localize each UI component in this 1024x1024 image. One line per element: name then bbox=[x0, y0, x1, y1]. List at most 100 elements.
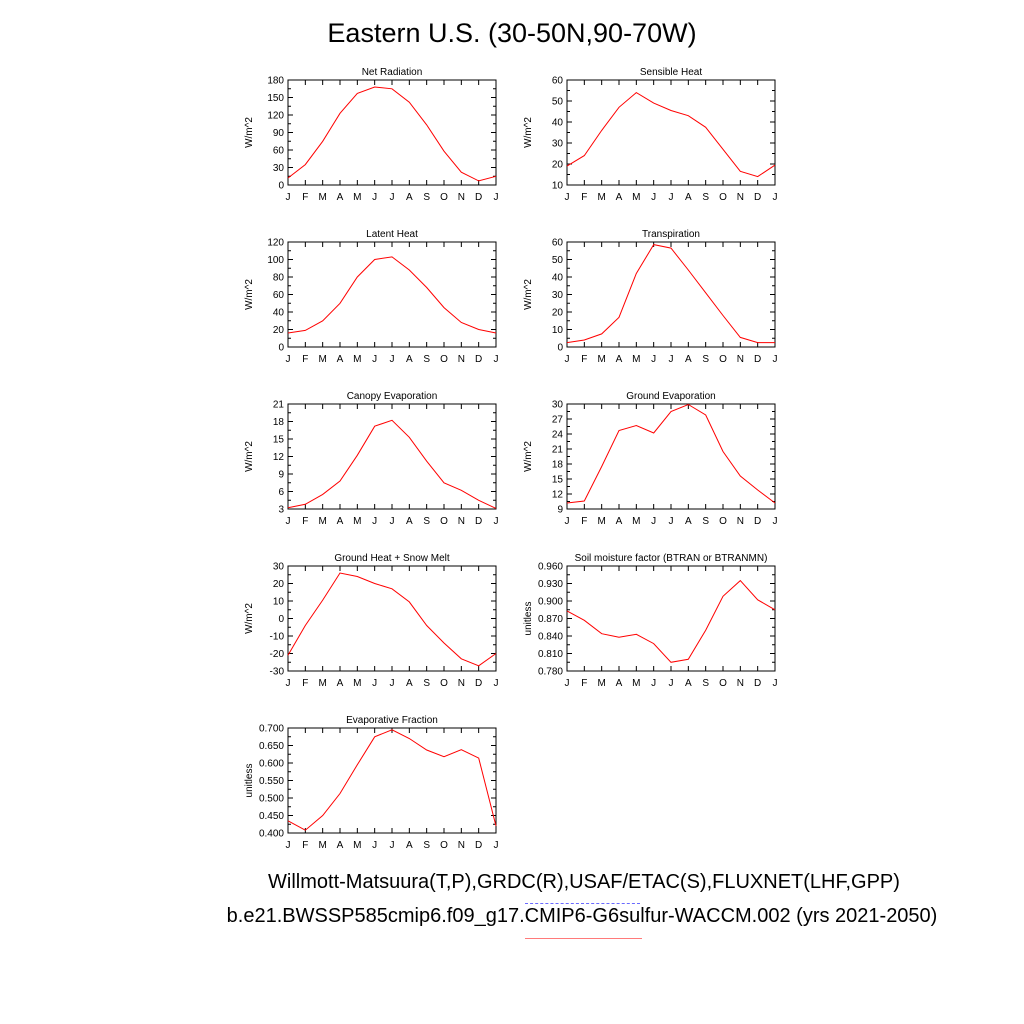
y-axis-label: W/m^2 bbox=[244, 117, 255, 148]
y-tick-label: 60 bbox=[273, 146, 285, 157]
x-tick-label: J bbox=[565, 354, 570, 365]
y-tick-label: 0.840 bbox=[538, 632, 563, 643]
y-tick-label: 0.600 bbox=[259, 759, 284, 770]
y-tick-label: 6 bbox=[278, 487, 284, 498]
page-title: Eastern U.S. (30-50N,90-70W) bbox=[327, 18, 697, 48]
x-tick-label: S bbox=[702, 516, 709, 527]
x-tick-label: S bbox=[423, 678, 430, 689]
chart-title: Evaporative Fraction bbox=[346, 715, 438, 726]
y-tick-label: 0.400 bbox=[259, 829, 284, 840]
x-tick-label: A bbox=[337, 192, 344, 203]
x-tick-label: J bbox=[494, 192, 499, 203]
y-tick-label: 0.650 bbox=[259, 741, 284, 752]
x-tick-label: J bbox=[372, 678, 377, 689]
y-tick-label: 30 bbox=[273, 562, 285, 573]
x-tick-label: J bbox=[773, 516, 778, 527]
x-tick-label: M bbox=[597, 678, 605, 689]
x-tick-label: J bbox=[565, 516, 570, 527]
x-tick-label: M bbox=[597, 192, 605, 203]
x-tick-label: J bbox=[286, 354, 291, 365]
y-tick-label: 21 bbox=[273, 400, 285, 411]
x-tick-label: J bbox=[565, 678, 570, 689]
x-tick-label: M bbox=[353, 354, 361, 365]
x-tick-label: S bbox=[702, 354, 709, 365]
footer-observations: Willmott-Matsuura(T,P),GRDC(R),USAF/ETAC… bbox=[268, 871, 900, 893]
x-tick-label: A bbox=[406, 678, 413, 689]
x-tick-label: F bbox=[581, 192, 587, 203]
x-tick-label: A bbox=[616, 354, 623, 365]
y-tick-label: 150 bbox=[267, 93, 284, 104]
y-axis-label: W/m^2 bbox=[523, 441, 534, 472]
x-tick-label: D bbox=[475, 354, 482, 365]
x-tick-label: M bbox=[632, 354, 640, 365]
y-tick-label: 0.900 bbox=[538, 597, 563, 608]
x-tick-label: M bbox=[353, 840, 361, 851]
x-tick-label: O bbox=[440, 840, 448, 851]
y-tick-label: -20 bbox=[270, 649, 285, 660]
x-tick-label: D bbox=[754, 192, 761, 203]
x-tick-label: F bbox=[302, 840, 308, 851]
x-tick-label: M bbox=[597, 516, 605, 527]
y-tick-label: 0.930 bbox=[538, 579, 563, 590]
x-tick-label: M bbox=[318, 516, 326, 527]
x-tick-label: J bbox=[372, 192, 377, 203]
y-tick-label: 60 bbox=[552, 238, 564, 249]
y-tick-label: 120 bbox=[267, 111, 284, 122]
y-tick-label: 9 bbox=[278, 470, 284, 481]
y-tick-label: 20 bbox=[552, 160, 564, 171]
x-tick-label: D bbox=[475, 516, 482, 527]
x-tick-label: F bbox=[302, 516, 308, 527]
y-tick-label: 18 bbox=[552, 460, 564, 471]
y-tick-label: 24 bbox=[552, 430, 564, 441]
y-tick-label: 20 bbox=[552, 308, 564, 319]
series-line bbox=[287, 419, 497, 509]
series-line bbox=[287, 572, 497, 667]
y-tick-label: 30 bbox=[552, 400, 564, 411]
y-axis-label: W/m^2 bbox=[244, 441, 255, 472]
x-tick-label: J bbox=[773, 354, 778, 365]
y-tick-label: 90 bbox=[273, 128, 285, 139]
observations-underline bbox=[525, 903, 640, 904]
plot-frame bbox=[287, 241, 497, 348]
x-tick-label: J bbox=[390, 192, 395, 203]
y-axis-label: unitless bbox=[523, 602, 534, 636]
x-tick-label: N bbox=[458, 354, 465, 365]
chart-title: Latent Heat bbox=[366, 229, 418, 240]
y-tick-label: 60 bbox=[273, 290, 285, 301]
x-tick-label: O bbox=[440, 678, 448, 689]
y-tick-label: 21 bbox=[552, 445, 564, 456]
y-tick-label: 10 bbox=[273, 597, 285, 608]
plot-frame bbox=[287, 403, 497, 510]
chart-title: Soil moisture factor (BTRAN or BTRANMN) bbox=[575, 553, 768, 564]
y-tick-label: 180 bbox=[267, 76, 284, 87]
x-tick-label: A bbox=[337, 516, 344, 527]
y-axis-label: W/m^2 bbox=[244, 603, 255, 634]
x-tick-label: S bbox=[423, 516, 430, 527]
x-tick-label: J bbox=[494, 678, 499, 689]
x-tick-label: J bbox=[372, 516, 377, 527]
y-tick-label: 27 bbox=[552, 415, 564, 426]
x-tick-label: O bbox=[440, 516, 448, 527]
x-tick-label: F bbox=[581, 516, 587, 527]
x-tick-label: J bbox=[651, 192, 656, 203]
series-line bbox=[287, 729, 497, 831]
x-tick-label: M bbox=[597, 354, 605, 365]
x-tick-label: M bbox=[353, 678, 361, 689]
y-tick-label: 0.780 bbox=[538, 667, 563, 678]
series-line bbox=[566, 244, 775, 344]
x-tick-label: O bbox=[719, 678, 727, 689]
y-tick-label: -10 bbox=[270, 632, 285, 643]
chart-title: Net Radiation bbox=[362, 67, 423, 78]
y-tick-label: 12 bbox=[273, 452, 285, 463]
y-tick-label: 9 bbox=[557, 505, 563, 516]
y-tick-label: 30 bbox=[273, 163, 285, 174]
x-tick-label: F bbox=[581, 354, 587, 365]
y-axis-label: W/m^2 bbox=[244, 279, 255, 310]
x-tick-label: J bbox=[669, 354, 674, 365]
y-tick-label: 0.870 bbox=[538, 614, 563, 625]
y-tick-label: 20 bbox=[273, 579, 285, 590]
